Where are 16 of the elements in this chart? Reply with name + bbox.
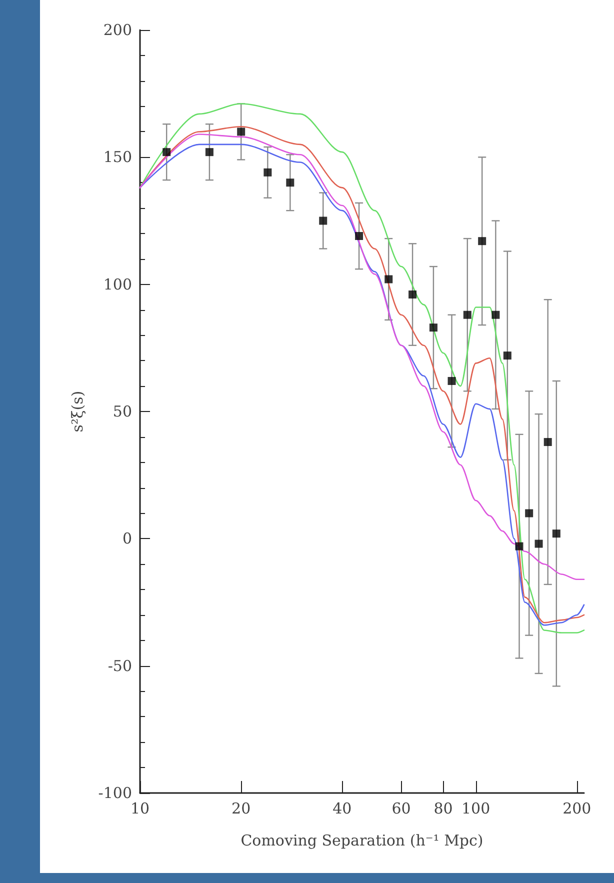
y-tick-label: 50 <box>112 402 132 420</box>
x-tick-label: 10 <box>130 800 150 818</box>
y-tick-label: -100 <box>98 784 132 802</box>
y-axis-title: s²ξ(s) <box>68 390 86 432</box>
x-tick-label: 100 <box>461 800 490 818</box>
y-tick-label: 150 <box>103 148 132 166</box>
x-tick-label: 80 <box>434 800 453 818</box>
x-axis-title: Comoving Separation (h⁻¹ Mpc) <box>240 832 484 850</box>
x-tick-label: 60 <box>392 800 411 818</box>
y-tick-label: 100 <box>103 275 132 294</box>
y-tick-label: 200 <box>103 21 132 39</box>
x-tick-label: 200 <box>562 800 592 818</box>
x-tick-label: 40 <box>332 800 352 818</box>
x-tick-label: 20 <box>232 800 251 818</box>
y-tick-label: -50 <box>108 656 132 675</box>
y-tick-label: 0 <box>122 530 132 548</box>
